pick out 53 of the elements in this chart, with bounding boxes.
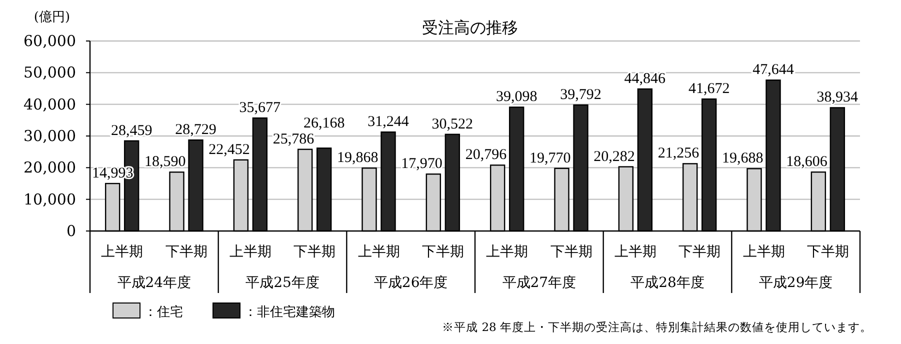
x-tick-label: 下半期 xyxy=(806,244,849,260)
text: 平成25年度 xyxy=(246,275,320,291)
data-label: 17,970 xyxy=(401,156,442,172)
legend-label: ：住宅 xyxy=(144,304,183,320)
y-tick-label: 0 xyxy=(66,222,76,240)
text: ※平成 28 年度上・下半期の受注高は、特別集計結果の数値を使用しています。 xyxy=(442,320,872,334)
x-tick-label: 上半期 xyxy=(614,244,656,260)
x-tick-label: 上半期 xyxy=(229,244,272,260)
x-tick-label: 上半期 xyxy=(486,244,528,260)
data-label: 38,934 xyxy=(816,90,859,106)
y-tick-label: 40,000 xyxy=(24,95,76,114)
chart-title: 受注高の推移 xyxy=(422,18,518,37)
x-tick-label: 下半期 xyxy=(550,244,592,260)
x-tick-label: 下半期 xyxy=(678,244,721,260)
y-tick-label: 30,000 xyxy=(24,127,76,145)
x-tick-label: 上半期 xyxy=(742,244,785,260)
data-label: 44,846 xyxy=(624,70,666,87)
y-axis-title: (億円) xyxy=(34,10,70,25)
data-label: 21,256 xyxy=(658,146,700,162)
data-label: 19,868 xyxy=(337,150,378,166)
data-label: 28,459 xyxy=(110,122,152,139)
data-label: 19,770 xyxy=(530,150,571,166)
text: 平成27年度 xyxy=(502,275,576,291)
x-tick-label: 下半期 xyxy=(165,244,208,260)
x-tick-label: 上半期 xyxy=(358,244,400,260)
text: 平成26年度 xyxy=(374,275,448,291)
data-label: 30,522 xyxy=(432,116,474,132)
data-label: 25,786 xyxy=(272,131,315,148)
data-label: 20,282 xyxy=(594,148,635,165)
y-tick-label: 60,000 xyxy=(24,32,76,50)
data-label: 22,452 xyxy=(208,142,250,158)
data-label: 28,729 xyxy=(175,122,216,138)
y-tick-label: 10,000 xyxy=(24,190,76,208)
legend-label: ：非住宅建築物 xyxy=(244,304,335,320)
y-tick-label: 20,000 xyxy=(24,158,76,177)
y-tick-label: 50,000 xyxy=(24,64,76,82)
data-label: 20,796 xyxy=(465,147,508,164)
x-tick-label: 上半期 xyxy=(101,244,144,260)
data-label: 39,792 xyxy=(560,86,602,103)
data-label: 35,677 xyxy=(239,100,282,116)
data-label: 47,644 xyxy=(752,62,794,78)
data-label: 18,590 xyxy=(144,154,186,170)
text: 平成24年度 xyxy=(117,275,192,291)
x-tick-label: 下半期 xyxy=(294,244,336,260)
data-label: 26,168 xyxy=(303,115,345,132)
x-tick-label: 下半期 xyxy=(422,244,464,260)
text: 平成28年度 xyxy=(630,275,704,291)
data-label: 41,672 xyxy=(688,81,730,98)
data-label: 31,244 xyxy=(368,114,410,130)
data-label: 39,098 xyxy=(496,89,538,106)
data-label: 19,688 xyxy=(722,150,764,167)
data-label: 18,606 xyxy=(786,154,828,170)
text: 平成29年度 xyxy=(758,275,833,291)
